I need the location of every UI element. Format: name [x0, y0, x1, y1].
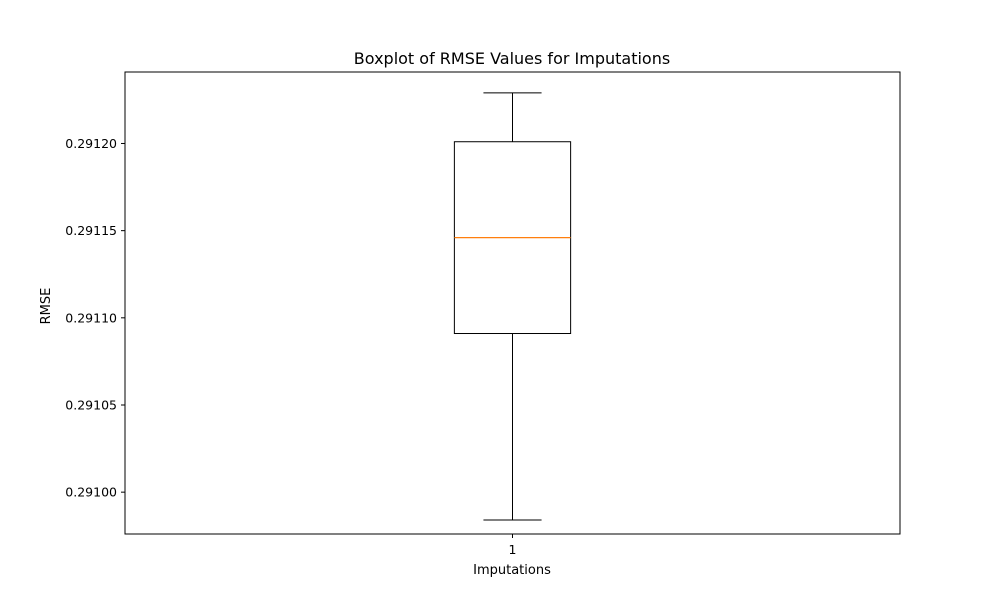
x-axis-ticks: 1 [509, 534, 517, 557]
chart-title: Boxplot of RMSE Values for Imputations [354, 49, 670, 68]
y-tick-label: 0.29120 [65, 136, 117, 151]
box-series [453, 92, 572, 521]
x-tick-label: 1 [509, 542, 517, 557]
y-axis-ticks: 0.29100 0.29105 0.29110 0.29115 0.29120 [65, 136, 125, 500]
y-axis-label: RMSE [39, 288, 54, 325]
plot-frame [124, 71, 901, 535]
y-tick-label: 0.29100 [65, 485, 117, 500]
y-tick-label: 0.29110 [65, 310, 117, 325]
y-tick-label: 0.29105 [65, 397, 117, 412]
x-axis-label: Imputations [473, 563, 551, 578]
y-tick-label: 0.29115 [65, 223, 117, 238]
